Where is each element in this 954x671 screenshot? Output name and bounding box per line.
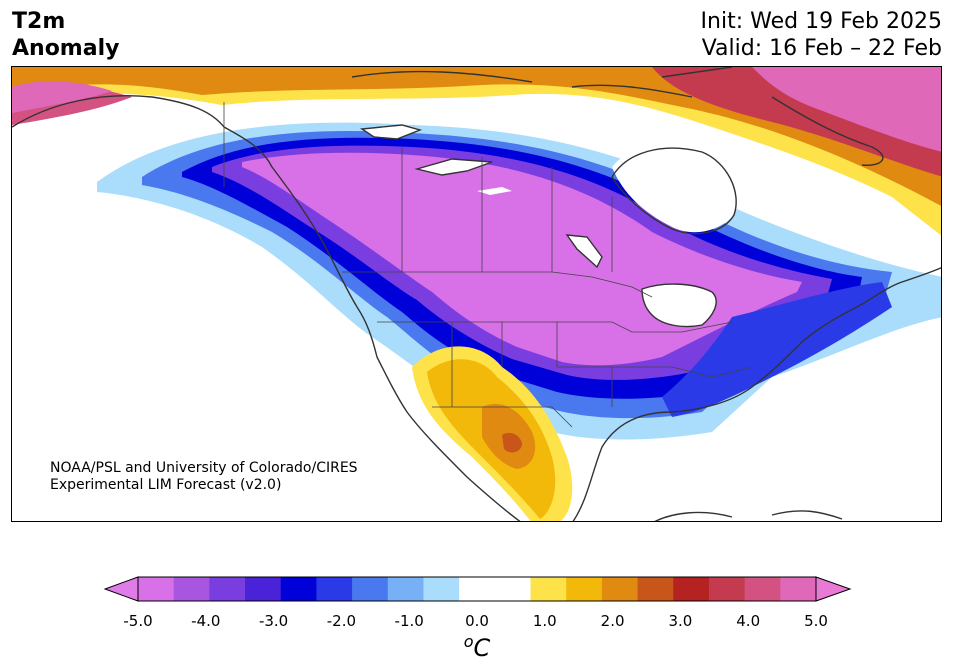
credit-line-2: Experimental LIM Forecast (v2.0) xyxy=(50,477,282,493)
colorbar-swatch xyxy=(423,577,460,601)
colorbar-swatch xyxy=(459,577,496,601)
colorbar-tick-label: 2.0 xyxy=(600,612,625,630)
warm-mag-alaska xyxy=(12,81,112,113)
lake-great-slave xyxy=(417,159,492,175)
colorbar-tick-label: -5.0 xyxy=(123,612,153,630)
colorbar-over-arrow xyxy=(815,576,852,602)
colorbar-swatch xyxy=(245,577,282,601)
colorbar-swatch xyxy=(138,577,175,601)
colorbar-swatches xyxy=(103,576,852,602)
colorbar-tick-label: 0.0 xyxy=(465,612,489,630)
colorbar-swatch xyxy=(566,577,603,601)
colorbar-swatch xyxy=(530,577,567,601)
colorbar-swatch xyxy=(280,577,317,601)
forecast-dates: Init: Wed 19 Feb 2025 Valid: 16 Feb – 22… xyxy=(701,8,942,62)
cold-blue-east xyxy=(662,282,892,417)
init-date: Init: Wed 19 Feb 2025 xyxy=(700,9,942,34)
colorbar-swatch xyxy=(601,577,639,601)
colorbar-swatch xyxy=(494,577,532,601)
colorbar-under-arrow xyxy=(103,576,139,602)
coastlines xyxy=(12,67,941,521)
lake-athabasca xyxy=(477,187,512,195)
credit-text: NOAA/PSL and University of Colorado/CIRE… xyxy=(50,460,358,494)
colorbar-swatch xyxy=(387,577,424,601)
colorbar-swatch xyxy=(673,577,710,601)
warm-southwest-core xyxy=(502,432,522,453)
great-lakes xyxy=(642,284,717,327)
credit-line-1: NOAA/PSL and University of Colorado/CIRE… xyxy=(50,460,358,476)
valid-range: Valid: 16 Feb – 22 Feb xyxy=(701,36,942,61)
map-canvas xyxy=(12,67,941,521)
hudson-bay-white xyxy=(612,143,736,233)
colorbar-tick-label: -3.0 xyxy=(258,612,289,630)
map-title: T2m Anomaly xyxy=(12,8,119,62)
colorbar-tick-label: 1.0 xyxy=(532,612,557,630)
title-line-1: T2m xyxy=(12,9,66,34)
colorbar-swatch xyxy=(744,577,781,601)
lake-winnipeg xyxy=(567,235,602,267)
colorbar-tick-label: -2.0 xyxy=(326,612,357,630)
colorbar-frame xyxy=(137,576,817,602)
colorbar-tick-label: 4.0 xyxy=(736,612,761,630)
title-line-2: Anomaly xyxy=(12,36,120,61)
colorbar-swatch xyxy=(780,577,817,601)
colorbar-swatch xyxy=(708,577,746,601)
colorbar-swatch xyxy=(637,577,674,601)
colorbar-unit: oC xyxy=(463,632,491,662)
colorbar-tick-label: 5.0 xyxy=(804,612,828,630)
colorbar-tick-label: -1.0 xyxy=(394,612,424,630)
colorbar-swatch xyxy=(173,577,210,601)
colorbar-swatch xyxy=(209,577,246,601)
warm-pink-greenland xyxy=(752,67,941,152)
colorbar-tick-label: -4.0 xyxy=(191,612,221,630)
colorbar-swatch xyxy=(316,577,353,601)
colorbar-swatch xyxy=(352,577,389,601)
colorbar-tick-label: 3.0 xyxy=(668,612,693,630)
anomaly-map: NOAA/PSL and University of Colorado/CIRE… xyxy=(11,66,942,522)
political-borders xyxy=(223,102,753,428)
colorbar: -5.0 -4.0 -3.0 -2.0 -1.0 0.0 1.0 2.0 3.0 4.0 5.0 o… xyxy=(0,560,954,671)
